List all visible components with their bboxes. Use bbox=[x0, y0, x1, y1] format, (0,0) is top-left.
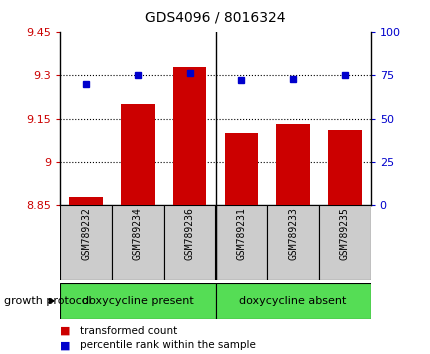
Bar bbox=[69, 196, 103, 205]
Text: transformed count: transformed count bbox=[80, 326, 177, 336]
Bar bbox=[60, 283, 215, 319]
Text: doxycycline absent: doxycycline absent bbox=[239, 296, 346, 306]
Text: doxycycline present: doxycycline present bbox=[82, 296, 194, 306]
Bar bbox=[60, 205, 112, 280]
Text: ■: ■ bbox=[60, 340, 71, 350]
Bar bbox=[318, 205, 370, 280]
Text: GSM789233: GSM789233 bbox=[287, 207, 298, 261]
Bar bbox=[172, 67, 206, 205]
Bar bbox=[121, 104, 154, 205]
Bar bbox=[327, 130, 361, 205]
Bar bbox=[112, 205, 163, 280]
Text: growth protocol: growth protocol bbox=[4, 296, 92, 306]
Bar bbox=[215, 283, 370, 319]
Text: GSM789232: GSM789232 bbox=[81, 207, 91, 261]
Text: GDS4096 / 8016324: GDS4096 / 8016324 bbox=[145, 11, 285, 25]
Text: GSM789231: GSM789231 bbox=[236, 207, 246, 261]
Text: GSM789235: GSM789235 bbox=[339, 207, 349, 261]
Bar bbox=[224, 133, 258, 205]
Bar bbox=[215, 205, 267, 280]
Bar bbox=[163, 205, 215, 280]
Bar bbox=[267, 205, 318, 280]
Bar bbox=[276, 124, 309, 205]
Text: percentile rank within the sample: percentile rank within the sample bbox=[80, 340, 255, 350]
Text: ■: ■ bbox=[60, 326, 71, 336]
Text: GSM789236: GSM789236 bbox=[184, 207, 194, 261]
Text: GSM789234: GSM789234 bbox=[132, 207, 143, 261]
